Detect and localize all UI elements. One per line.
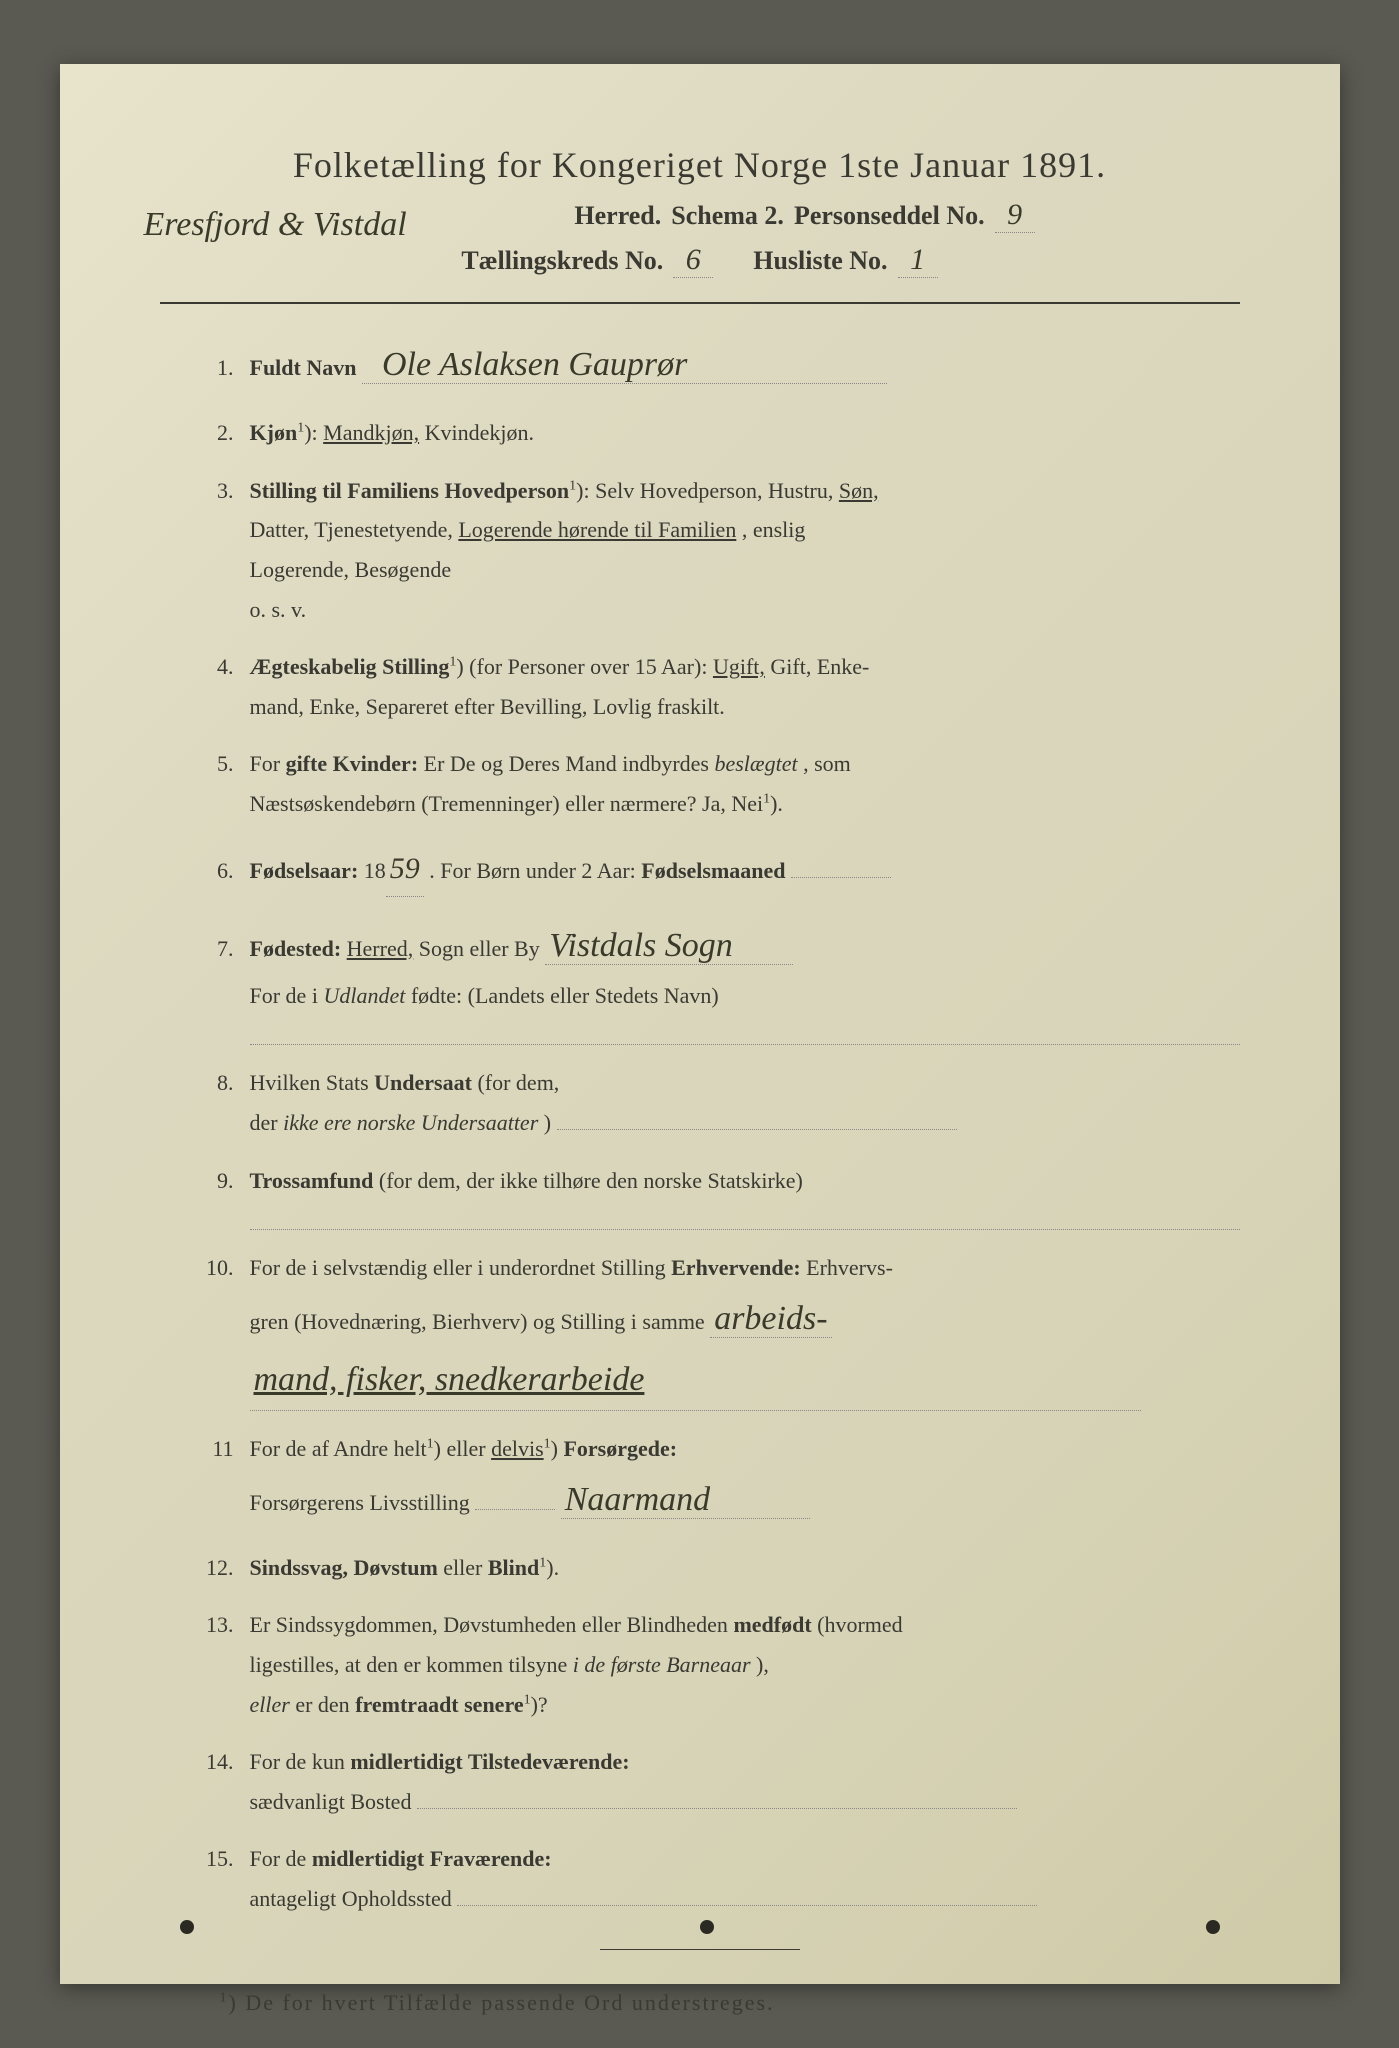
item-10: 10. For de i selvstændig eller i underor… (200, 1248, 1240, 1411)
item-2-label: Kjøn (250, 420, 298, 445)
item-11: 11 For de af Andre helt1) eller delvis1)… (200, 1429, 1240, 1530)
herred-handwritten: Eresfjord & Vistdal (140, 206, 411, 244)
item-11-num: 11 (200, 1429, 250, 1469)
item-5-label: gifte Kvinder: (286, 751, 419, 776)
item-3-logerende: Logerende hørende til Familien (458, 517, 736, 542)
taellingskreds-no: 6 (673, 243, 713, 278)
form-title: Folketælling for Kongeriget Norge 1ste J… (160, 144, 1240, 186)
item-2-num: 2. (200, 413, 250, 453)
item-4-label: Ægteskabelig Stilling (250, 654, 450, 679)
item-13-label: medfødt (733, 1612, 811, 1637)
taellingskreds-label: Tællingskreds No. (461, 246, 663, 276)
item-4-ugift: Ugift, (713, 654, 765, 679)
item-11-value: Naarmand (561, 1481, 810, 1519)
item-15: 15. For de midlertidigt Fraværende: anta… (200, 1839, 1240, 1918)
schema-label: Schema 2. (671, 201, 784, 231)
footnote-text: ) De for hvert Tilfælde passende Ord und… (229, 1990, 775, 2015)
item-10-value1: arbeids- (710, 1300, 831, 1338)
form-header: Folketælling for Kongeriget Norge 1ste J… (160, 144, 1240, 278)
item-8-num: 8. (200, 1063, 250, 1103)
item-12-label2: Blind (488, 1555, 539, 1580)
item-11-delvis: delvis (491, 1436, 544, 1461)
item-13-label2: fremtraadt senere (355, 1692, 523, 1717)
item-1-num: 1. (200, 348, 250, 388)
item-5-num: 5. (200, 744, 250, 784)
item-12-label: Sindssvag, Døvstum (250, 1555, 438, 1580)
item-7-label: Fødested: (250, 936, 342, 961)
herred-label: Herred. (574, 201, 661, 231)
footnote: 1) De for hvert Tilfælde passende Ord un… (160, 1990, 1240, 2016)
item-3: 3. Stilling til Familiens Hovedperson1):… (200, 471, 1240, 629)
item-5: 5. For gifte Kvinder: Er De og Deres Man… (200, 744, 1240, 823)
item-2: 2. Kjøn1): Mandkjøn, Kvindekjøn. (200, 413, 1240, 453)
item-7-num: 7. (200, 929, 250, 969)
item-12: 12. Sindssvag, Døvstum eller Blind1). (200, 1548, 1240, 1588)
item-11-label: Forsørgede: (563, 1436, 677, 1461)
item-2-mandkjon: Mandkjøn, (323, 420, 419, 445)
item-7-value: Vistdals Sogn (545, 927, 793, 965)
item-1: 1. Fuldt Navn Ole Aslaksen Gauprør (200, 334, 1240, 395)
item-14-label: midlertidigt Tilstedeværende: (350, 1749, 629, 1774)
item-14-num: 14. (200, 1742, 250, 1782)
item-4-num: 4. (200, 647, 250, 687)
item-6-label: Fødselsaar: (250, 858, 359, 883)
form-items-container: 1. Fuldt Navn Ole Aslaksen Gauprør 2. Kj… (160, 334, 1240, 1919)
item-10-label: Erhvervende: (671, 1255, 801, 1280)
punch-hole (1206, 1920, 1220, 1934)
item-14: 14. For de kun midlertidigt Tilstedevære… (200, 1742, 1240, 1821)
item-1-value: Ole Aslaksen Gauprør (362, 346, 887, 384)
subtitle-row-2: Tællingskreds No. 6 Husliste No. 1 (160, 243, 1240, 278)
item-1-label: Fuldt Navn (250, 355, 357, 380)
item-15-label: midlertidigt Fraværende: (312, 1846, 552, 1871)
item-9-num: 9. (200, 1161, 250, 1201)
item-6-label2: Fødselsmaaned (641, 858, 785, 883)
item-15-num: 15. (200, 1839, 250, 1879)
item-10-num: 10. (200, 1248, 250, 1288)
item-6-year: 59 (386, 842, 424, 897)
item-10-value2: mand, fisker, snedkerarbeide (250, 1349, 1141, 1411)
item-3-label: Stilling til Familiens Hovedperson (250, 478, 570, 503)
husliste-no: 1 (898, 243, 938, 278)
item-8-label: Undersaat (374, 1070, 472, 1095)
punch-hole (180, 1920, 194, 1934)
item-6: 6. Fødselsaar: 1859 . For Børn under 2 A… (200, 842, 1240, 897)
item-7: 7. Fødested: Herred, Sogn eller By Vistd… (200, 915, 1240, 1046)
item-4: 4. Ægteskabelig Stilling1) (for Personer… (200, 647, 1240, 726)
header-divider (160, 302, 1240, 304)
census-form-paper: Folketælling for Kongeriget Norge 1ste J… (60, 64, 1340, 1984)
item-9: 9. Trossamfund (for dem, der ikke tilhør… (200, 1161, 1240, 1231)
personseddel-no: 9 (995, 198, 1035, 233)
item-3-son: Søn, (839, 478, 879, 503)
item-9-label: Trossamfund (250, 1168, 374, 1193)
item-13-num: 13. (200, 1605, 250, 1645)
item-7-herred: Herred, (347, 936, 414, 961)
punch-hole (700, 1920, 714, 1934)
personseddel-label: Personseddel No. (794, 201, 985, 231)
item-12-num: 12. (200, 1548, 250, 1588)
item-8: 8. Hvilken Stats Undersaat (for dem, der… (200, 1063, 1240, 1142)
item-2-kvindekjon: Kvindekjøn. (425, 420, 534, 445)
item-13: 13. Er Sindssygdommen, Døvstumheden elle… (200, 1605, 1240, 1724)
item-6-num: 6. (200, 851, 250, 891)
footnote-divider (600, 1949, 800, 1950)
item-3-num: 3. (200, 471, 250, 511)
husliste-label: Husliste No. (753, 246, 887, 276)
